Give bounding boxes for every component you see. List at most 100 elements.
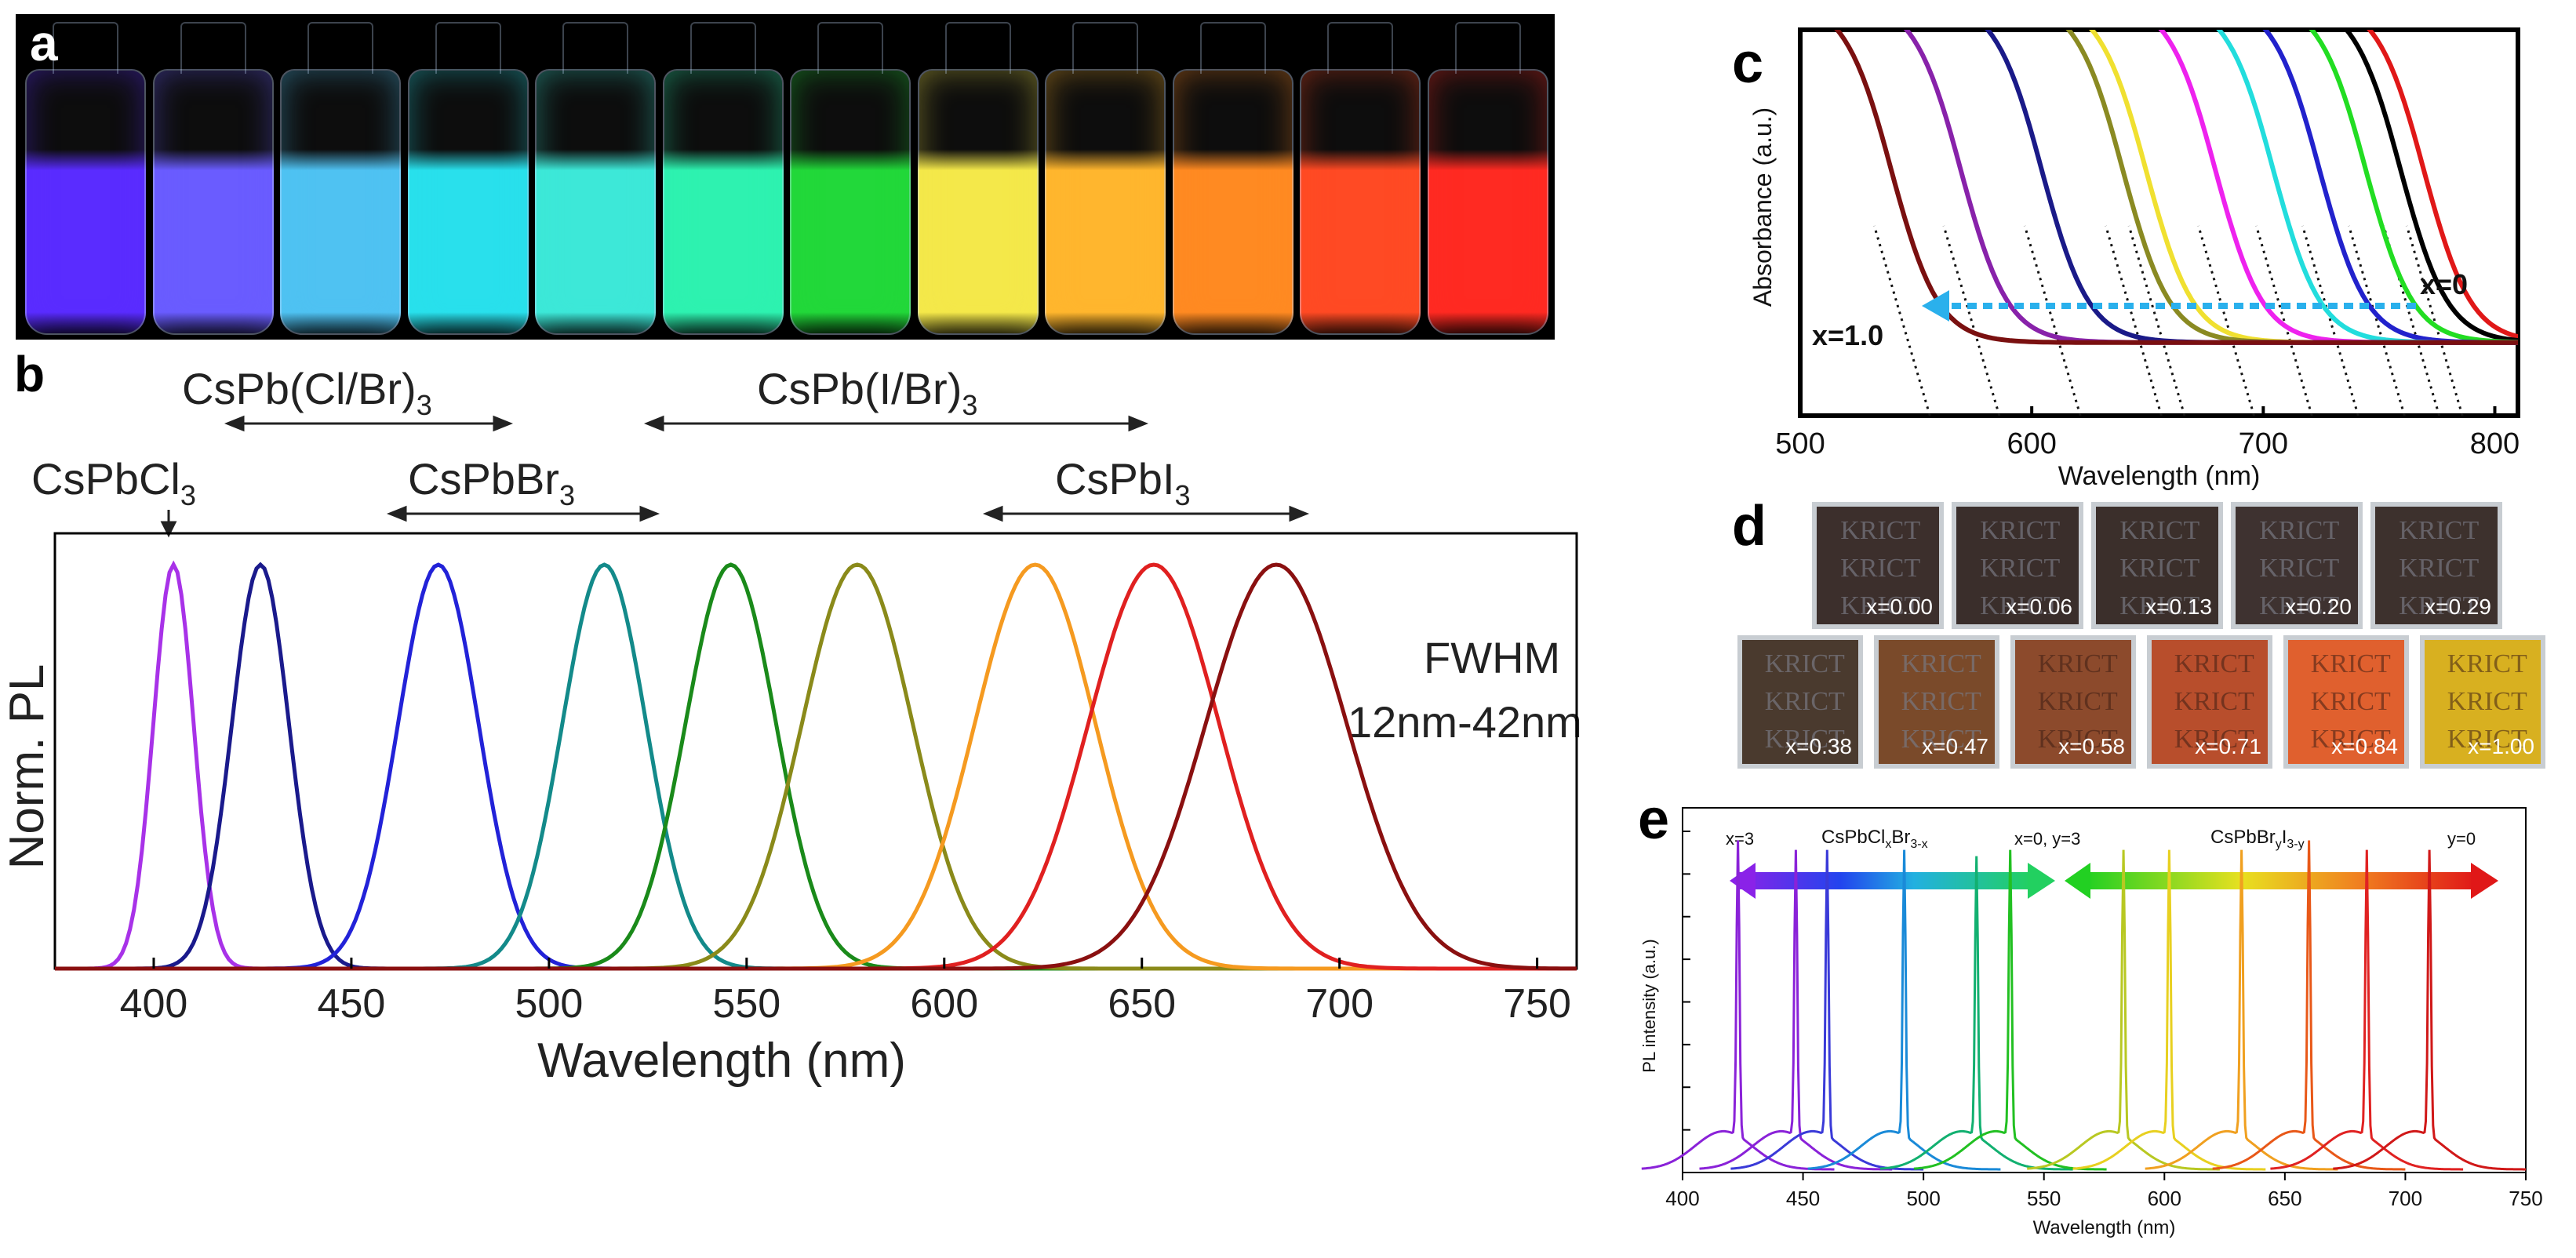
tangent-line (1942, 225, 2001, 416)
film-row-1: KRICT KRICT KRICT x=0.00 KRICT KRICT KRICT x=0.… (1812, 502, 2565, 635)
label-cspbclbr: CsPbClxBr3-x (1821, 827, 1928, 851)
label-cspbbr3: CsPbBr3 (408, 454, 575, 511)
chart-b: CsPb(Cl/Br)3 CsPb(I/Br)3 CsPbCl3 CsPbBr3… (0, 364, 1582, 1088)
vial-neck (53, 22, 119, 74)
film-x-label: x=1.00 (2468, 734, 2534, 758)
film-logo-text: KRICT (2447, 725, 2527, 754)
x-axis-label: Wavelength (nm) (537, 1034, 906, 1088)
pl-curve-1 (55, 562, 1577, 971)
film-sample: KRICT KRICT KRICT x=0.58 (2010, 635, 2136, 769)
x-tick-label: 450 (1786, 1187, 1820, 1210)
vial (917, 69, 1039, 335)
x-tick-label: 600 (2007, 427, 2056, 460)
film-logo-text: KRICT (1764, 649, 1845, 678)
film-sample: KRICT KRICT KRICT x=0.06 (1952, 502, 2083, 629)
x-tick-label: 700 (2239, 427, 2288, 460)
pl-curve-8 (55, 562, 1577, 971)
y-axis-label: Absorbance (a.u.) (1748, 107, 1777, 307)
vial-neck (689, 22, 756, 74)
film-x-label: x=0.58 (2058, 734, 2125, 758)
abs-curve-3 (2262, 30, 2518, 345)
pl-peak-3 (1807, 849, 2001, 1171)
film-logo-text: KRICT (2310, 649, 2391, 678)
gradient-arrows (1730, 863, 2498, 899)
film-logo-text: KRICT (2037, 687, 2118, 716)
x-tick-label: 450 (318, 981, 386, 1027)
vial (25, 69, 147, 335)
film-sample: KRICT KRICT KRICT x=0.38 (1737, 635, 1863, 769)
panel-c-letter: c (1732, 32, 1764, 95)
tangent-line (2023, 225, 2082, 416)
label-cspb-clbr: CsPb(Cl/Br)3 (182, 364, 432, 421)
x-tick-label: 550 (712, 981, 780, 1027)
panel-d-letter: d (1732, 495, 1766, 558)
vial (1300, 69, 1421, 335)
tangent-line (2105, 225, 2163, 416)
label-fwhm-range: 12nm-42nm (1348, 697, 1582, 747)
film-logo-text: KRICT (2310, 725, 2391, 754)
x-tick-label: 400 (120, 981, 188, 1027)
film-logo-text: KRICT (2119, 591, 2200, 620)
vial-neck (435, 22, 501, 74)
vial (407, 69, 529, 335)
x-tick-label: 750 (2509, 1187, 2542, 1210)
vial-neck (1327, 22, 1394, 74)
film-logo-text: KRICT (2174, 687, 2254, 716)
film-x-label: x=0.13 (2145, 594, 2212, 619)
film-logo-text: KRICT (2259, 554, 2340, 583)
y-axis-label: Norm. PL (0, 664, 54, 870)
pl-curve-2 (55, 562, 1577, 971)
x-tick-label: 500 (1906, 1187, 1940, 1210)
vial-neck (1072, 22, 1139, 74)
x-tick-label: 400 (1665, 1187, 1699, 1210)
tangent-line (2197, 225, 2255, 416)
panel-b-letter: b (14, 346, 45, 402)
panel-a-letter: a (30, 15, 58, 71)
film-x-label: x=0.84 (2331, 734, 2398, 758)
film-logo-text: KRICT (2119, 554, 2200, 583)
x-tick-label: 800 (2470, 427, 2520, 460)
x-tick-label: 750 (1503, 981, 1571, 1027)
film-logo-text: KRICT (2037, 725, 2118, 754)
pl-curve-4 (55, 562, 1577, 971)
label-cspb-ibr: CsPb(I/Br)3 (757, 364, 977, 421)
vial (790, 69, 911, 335)
film-x-label: x=0.47 (1922, 734, 1988, 758)
x-tick-label: 600 (2148, 1187, 2181, 1210)
annot-x1: x=1.0 (1812, 319, 1883, 351)
film-x-label: x=0.00 (1866, 594, 1933, 619)
pl-curve-6 (55, 562, 1577, 971)
tangent-line (2255, 225, 2313, 416)
label-fwhm: FWHM (1424, 633, 1560, 682)
film-row-2: KRICT KRICT KRICT x=0.38 KRICT KRICT KRICT x=0.… (1737, 635, 2569, 776)
film-logo-text: KRICT (1901, 649, 1981, 678)
film-logo-text: KRICT (2174, 649, 2254, 678)
film-logo-text: KRICT (2174, 725, 2254, 754)
abs-curve-0 (2367, 30, 2518, 340)
vial-neck (817, 22, 884, 74)
pl-peak-0 (1641, 840, 1835, 1171)
x-axis-label: Wavelength (nm) (2058, 461, 2261, 491)
film-logo-text: KRICT (1840, 591, 1921, 620)
film-sample: KRICT KRICT KRICT x=0.84 (2283, 635, 2409, 769)
x-tick-label: 650 (1108, 981, 1176, 1027)
pl-peak-5 (1913, 849, 2107, 1171)
film-logo-text: KRICT (2259, 591, 2340, 620)
pl-curve-7 (55, 562, 1577, 971)
film-logo-text: KRICT (1764, 725, 1845, 754)
vial (152, 69, 274, 335)
y-axis-label: PL intensity (a.u.) (1639, 939, 1659, 1072)
x-tick-label: 500 (1775, 427, 1825, 460)
film-logo-text: KRICT (2447, 687, 2527, 716)
panel-a (16, 14, 1555, 340)
film-logo-text: KRICT (1901, 725, 1981, 754)
label-cspbi3: CsPbI3 (1055, 454, 1191, 511)
film-x-label: x=0.38 (1785, 734, 1852, 758)
film-x-label: x=0.29 (2425, 594, 2491, 619)
film-x-label: x=0.71 (2195, 734, 2261, 758)
film-sample: KRICT KRICT KRICT x=1.00 (2420, 635, 2545, 769)
film-sample: KRICT KRICT KRICT x=0.00 (1812, 502, 1944, 629)
pl-peak-11 (2333, 849, 2526, 1171)
label-y0: y=0 (2447, 829, 2476, 849)
pl-peak-6 (2027, 849, 2220, 1171)
